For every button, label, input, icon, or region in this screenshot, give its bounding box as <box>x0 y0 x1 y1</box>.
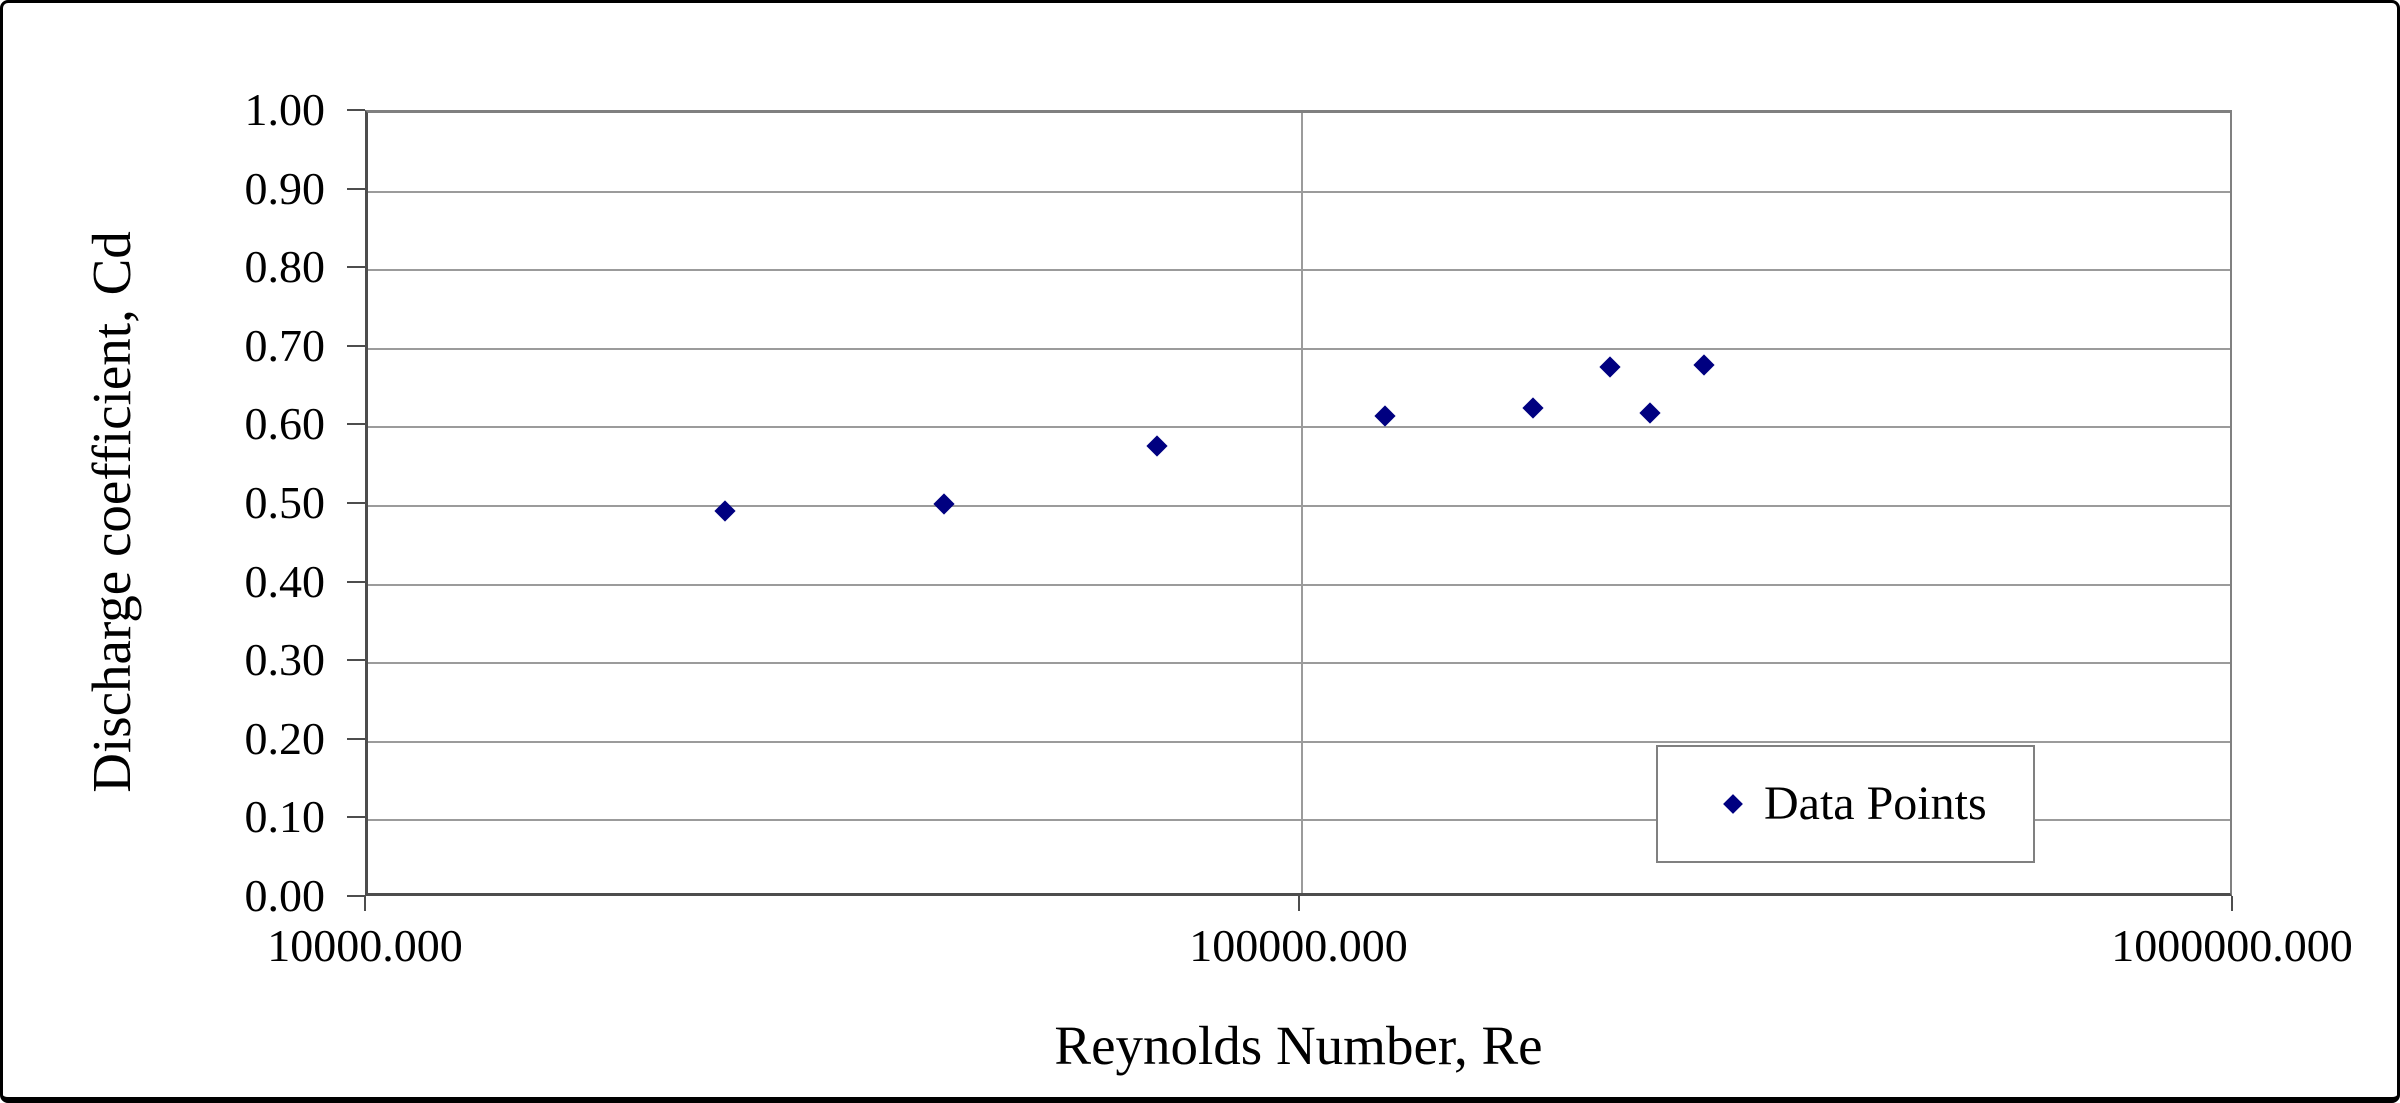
data-point-diamond <box>714 500 736 522</box>
y-tick-mark <box>347 266 365 269</box>
y-tick-label: 0.00 <box>244 870 326 921</box>
y-tick-label: 0.20 <box>244 712 326 764</box>
y-tick-label: 0.50 <box>244 477 326 528</box>
y-axis-title: Discharge coefficient, Cd <box>81 231 142 793</box>
x-tick-label: 100000.000 <box>1189 920 1408 971</box>
y-tick-label: 0.80 <box>244 241 326 293</box>
gridline-h <box>368 662 2230 665</box>
diamond-marker-icon <box>1723 794 1743 814</box>
y-tick-mark <box>347 816 365 819</box>
data-point-diamond <box>1522 397 1544 419</box>
y-tick-mark <box>347 423 365 426</box>
gridline-h <box>368 426 2230 429</box>
legend-label: Data Points <box>1764 777 1987 830</box>
gridline-h <box>368 505 2230 507</box>
gridline-h <box>368 583 2230 586</box>
data-point-diamond <box>1146 435 1169 457</box>
y-tick-label: 0.60 <box>244 398 326 450</box>
data-point-diamond <box>933 493 955 515</box>
data-point-diamond <box>1639 402 1661 424</box>
gridline-v <box>1300 113 1303 893</box>
x-tick-mark <box>1297 896 1300 911</box>
gridline-h <box>368 819 2230 822</box>
x-tick-mark <box>364 896 366 911</box>
gridline-h <box>368 190 2230 193</box>
y-tick-label: 1.00 <box>244 84 326 135</box>
data-point-diamond <box>1693 353 1715 376</box>
y-tick-label: 0.90 <box>244 162 326 214</box>
y-tick-mark <box>347 109 365 111</box>
y-tick-mark <box>347 344 365 347</box>
data-point-diamond <box>1374 405 1397 427</box>
x-tick-mark <box>2231 896 2233 911</box>
y-tick-label: 0.10 <box>244 791 326 843</box>
gridline-h <box>368 269 2230 272</box>
y-tick-mark <box>347 737 365 740</box>
gridline-h <box>368 740 2230 743</box>
x-tick-label: 10000.000 <box>267 920 463 971</box>
y-tick-mark <box>347 187 365 190</box>
y-tick-mark <box>347 580 365 583</box>
legend: Data Points <box>1656 745 2035 863</box>
y-tick-mark <box>347 502 365 504</box>
data-point-diamond <box>1599 356 1621 378</box>
x-tick-label: 1000000.000 <box>2111 920 2353 971</box>
x-axis-title: Reynolds Number, Re <box>1054 1015 1543 1076</box>
y-tick-mark <box>347 659 365 662</box>
plot-area <box>365 110 2232 896</box>
y-tick-label: 0.70 <box>244 319 326 371</box>
y-tick-label: 0.30 <box>244 634 326 686</box>
gridline-h <box>368 347 2230 350</box>
y-tick-mark <box>347 895 365 897</box>
y-tick-label: 0.40 <box>244 555 326 607</box>
